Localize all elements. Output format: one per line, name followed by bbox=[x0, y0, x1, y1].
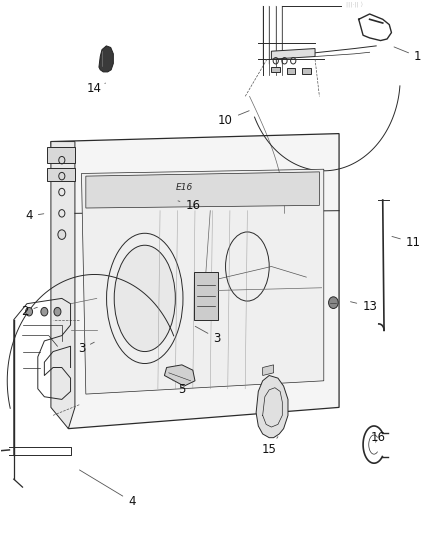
Text: 14: 14 bbox=[87, 82, 106, 95]
Circle shape bbox=[54, 308, 61, 316]
Text: 10: 10 bbox=[218, 111, 249, 127]
Text: 16: 16 bbox=[371, 431, 386, 444]
Polygon shape bbox=[256, 375, 288, 438]
Text: 16: 16 bbox=[178, 199, 200, 212]
Polygon shape bbox=[81, 169, 324, 394]
Ellipse shape bbox=[114, 245, 175, 352]
Polygon shape bbox=[86, 172, 319, 208]
Circle shape bbox=[25, 308, 32, 316]
Text: 4: 4 bbox=[79, 470, 135, 508]
Polygon shape bbox=[287, 68, 295, 74]
Text: |||·|| ⟩: |||·|| ⟩ bbox=[346, 1, 363, 7]
Text: 13: 13 bbox=[350, 300, 377, 313]
Text: 3: 3 bbox=[78, 342, 94, 356]
Polygon shape bbox=[99, 46, 113, 72]
Text: 1: 1 bbox=[394, 47, 421, 63]
Polygon shape bbox=[194, 272, 218, 320]
Text: 4: 4 bbox=[25, 209, 44, 222]
Text: 15: 15 bbox=[262, 437, 278, 456]
Polygon shape bbox=[302, 68, 311, 74]
Circle shape bbox=[41, 308, 48, 316]
Text: 11: 11 bbox=[392, 236, 421, 249]
Circle shape bbox=[328, 297, 338, 309]
Polygon shape bbox=[51, 142, 75, 429]
Polygon shape bbox=[46, 147, 75, 163]
Text: E16: E16 bbox=[176, 183, 193, 192]
Polygon shape bbox=[164, 365, 195, 386]
Text: 3: 3 bbox=[195, 326, 220, 345]
Polygon shape bbox=[51, 134, 339, 429]
Circle shape bbox=[58, 230, 66, 239]
Text: 2: 2 bbox=[21, 305, 37, 318]
Polygon shape bbox=[46, 168, 75, 181]
Polygon shape bbox=[272, 67, 280, 72]
Text: 5: 5 bbox=[173, 380, 186, 397]
Polygon shape bbox=[263, 365, 274, 375]
Polygon shape bbox=[272, 49, 315, 59]
